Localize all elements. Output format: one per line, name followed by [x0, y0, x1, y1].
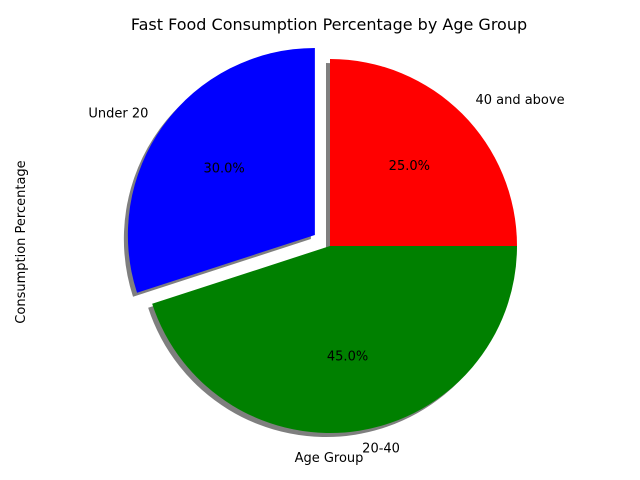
- slices: [127, 48, 517, 433]
- percent-label-under-20: 30.0%: [203, 162, 244, 177]
- chart-title: Fast Food Consumption Percentage by Age …: [131, 15, 527, 34]
- slice-labels: 40 and above 25.0% 20-40 45.0% Under 20 30.0%: [88, 93, 564, 457]
- slice-20-40: [152, 246, 517, 433]
- percent-label-40-and-above: 25.0%: [389, 159, 430, 174]
- category-label-under-20: Under 20: [88, 107, 148, 122]
- x-axis-label: Age Group: [295, 451, 364, 466]
- category-label-40-and-above: 40 and above: [475, 93, 564, 108]
- y-axis-label: Consumption Percentage: [14, 160, 29, 323]
- slice-under-20: [127, 48, 315, 293]
- slice-40-and-above: [330, 59, 517, 246]
- category-label-20-40: 20-40: [362, 442, 400, 457]
- percent-label-20-40: 45.0%: [327, 349, 368, 364]
